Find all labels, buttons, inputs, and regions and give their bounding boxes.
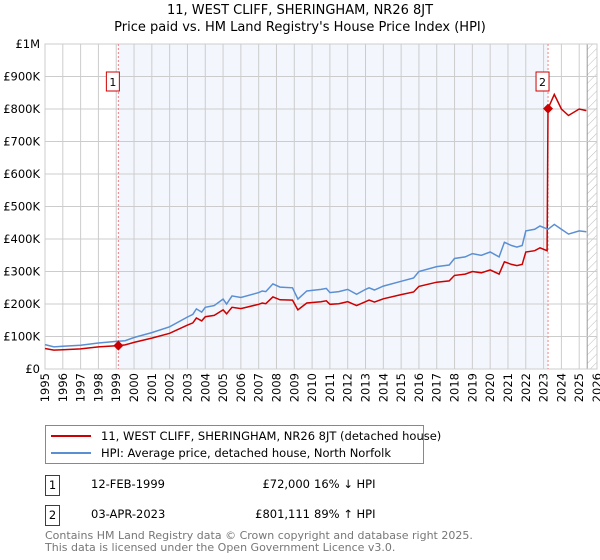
x-tick-label: 2025 [572, 373, 586, 402]
y-tick-label: £300K [3, 265, 40, 279]
x-tick-label: 2018 [448, 373, 462, 402]
x-tick-label: 1996 [56, 373, 70, 402]
legend-item-hpi: HPI: Average price, detached house, Nort… [51, 446, 391, 460]
x-tick-label: 2007 [252, 373, 266, 402]
transaction-price: £72,000 [262, 477, 310, 491]
marker-badge-text: 2 [539, 76, 546, 89]
x-tick-label: 2026 [590, 373, 600, 402]
x-tick-label: 2015 [394, 373, 408, 402]
x-tick-label: 2001 [145, 373, 159, 402]
x-tick-label: 2004 [198, 373, 212, 402]
sale-point-marker [113, 340, 124, 351]
y-tick-label: £600K [3, 167, 40, 181]
y-tick-label: £0 [25, 362, 40, 376]
x-tick-label: 2003 [180, 373, 194, 402]
x-tick-label: 2021 [501, 373, 515, 402]
x-tick-label: 2014 [376, 373, 390, 402]
legend-label: HPI: Average price, detached house, Nort… [101, 446, 392, 460]
y-tick-label: £1M [15, 37, 40, 51]
x-tick-label: 1995 [38, 373, 52, 402]
price-chart: 1995 1996 1997 1998 1999 2000 2001 2002 2003 2004… [3, 37, 600, 402]
y-tick-label: £200K [3, 297, 40, 311]
marker-label-2: 2 [535, 71, 550, 92]
footer-licence: This data is licensed under the Open Gov… [45, 541, 396, 554]
legend-item-property: 11, WEST CLIFF, SHERINGHAM, NR26 8JT (de… [51, 429, 441, 443]
y-tick-label: £800K [3, 102, 40, 116]
x-tick-label: 2000 [127, 373, 141, 402]
transaction-row: 2 03-APR-2023 £801,111 89% ↑ HPI [45, 505, 445, 527]
x-tick-label: 2012 [341, 373, 355, 402]
x-tick-label: 2011 [323, 373, 337, 402]
x-tick-label: 2009 [287, 373, 301, 402]
x-tick-label: 2019 [465, 373, 479, 402]
marker-badge [105, 71, 120, 92]
x-tick-label: 2024 [554, 373, 568, 402]
x-tick-label: 2022 [519, 373, 533, 402]
y-tick-label: £400K [3, 232, 40, 246]
transaction-hpi: 16% ↓ HPI [314, 477, 376, 491]
y-tick-label: £700K [3, 135, 40, 149]
legend: 11, WEST CLIFF, SHERINGHAM, NR26 8JT (de… [45, 425, 441, 464]
marker-label-1: 1 [105, 71, 120, 92]
x-tick-label: 2023 [537, 373, 551, 402]
sale-point-marker [543, 103, 554, 114]
plot-frame [44, 43, 598, 370]
marker-badge [535, 71, 550, 92]
x-tick-label: 1998 [91, 373, 105, 402]
x-tick-label: 1999 [109, 373, 123, 402]
transaction-date: 12-FEB-1999 [91, 477, 165, 491]
x-tick-label: 2016 [412, 373, 426, 402]
x-tick-label: 1997 [74, 373, 88, 402]
x-tick-label: 2013 [359, 373, 373, 402]
footer-copyright: Contains HM Land Registry data © Crown c… [45, 529, 473, 542]
x-tick-label: 2020 [483, 373, 497, 402]
chart-title: 11, WEST CLIFF, SHERINGHAM, NR26 8JT [166, 3, 434, 18]
hpi-line [44, 223, 587, 348]
marker-badge-text: 1 [109, 76, 116, 89]
x-tick-label: 2017 [430, 373, 444, 402]
transaction-hpi: 89% ↑ HPI [314, 507, 376, 521]
transaction-row: 1 12-FEB-1999 £72,000 16% ↓ HPI [45, 475, 445, 497]
transaction-badge: 2 [45, 505, 60, 526]
legend-swatch-blue [51, 452, 91, 454]
x-tick-label: 2005 [216, 373, 230, 402]
transaction-date: 03-APR-2023 [91, 507, 166, 521]
property-price-line [44, 92, 587, 351]
x-tick-label: 2008 [269, 373, 283, 402]
legend-swatch-red [51, 435, 91, 437]
transaction-badge: 1 [45, 475, 60, 496]
chart-subtitle: Price paid vs. HM Land Registry's House … [114, 20, 486, 35]
x-tick-label: 2002 [163, 373, 177, 402]
footer: Contains HM Land Registry data © Crown c… [45, 530, 473, 554]
y-tick-label: £100K [3, 330, 40, 344]
x-tick-label: 2006 [234, 373, 248, 402]
transaction-price: £801,111 [255, 507, 310, 521]
legend-label: 11, WEST CLIFF, SHERINGHAM, NR26 8JT (de… [101, 429, 442, 443]
y-tick-label: £900K [3, 70, 40, 84]
x-tick-label: 2010 [305, 373, 319, 402]
y-tick-label: £500K [3, 200, 40, 214]
